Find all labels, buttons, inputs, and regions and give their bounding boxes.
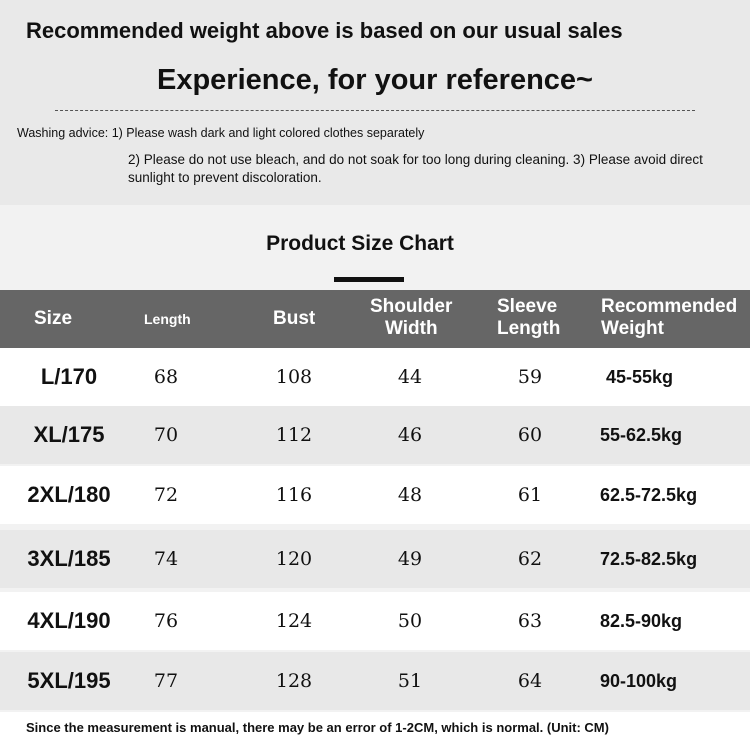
header-weight-line-2: Weight	[601, 318, 664, 339]
cell-bust: 124	[275, 610, 313, 632]
cell-bust: 120	[275, 548, 313, 570]
header-sleeve: Sleeve Length	[497, 296, 560, 340]
cell-size: L/170	[40, 364, 98, 389]
table-row: L/170 68 108 44 59 45-55kg	[0, 348, 750, 406]
cell-sleeve: 60	[517, 424, 543, 446]
header-weight-line-1: Recommended	[601, 296, 738, 317]
cell-bust: 128	[275, 670, 313, 692]
cell-sleeve: 64	[517, 670, 543, 692]
cell-length: 74	[153, 548, 179, 570]
cell-shoulder: 48	[397, 484, 423, 506]
footer-note: Since the measurement is manual, there m…	[26, 720, 609, 735]
cell-weight: 55-62.5kg	[600, 424, 683, 445]
header-sleeve-line-2: Length	[497, 318, 561, 339]
cell-weight: 90-100kg	[600, 670, 678, 691]
cell-bust: 108	[275, 366, 313, 388]
table-row: 5XL/195 77 128 51 64 90-100kg	[0, 652, 750, 710]
chart-title: Product Size Chart	[266, 232, 454, 255]
intro-line-1: Recommended weight above is based on our…	[26, 18, 623, 43]
table-row: 3XL/185 74 120 49 62 72.5-82.5kg	[0, 530, 750, 588]
cell-sleeve: 59	[517, 366, 543, 388]
cell-length: 72	[153, 484, 179, 506]
cell-size: 3XL/185	[27, 546, 111, 571]
cell-length: 70	[153, 424, 179, 446]
washing-advice-line-2: 2) Please do not use bleach, and do not …	[128, 152, 703, 185]
cell-weight: 82.5-90kg	[600, 610, 683, 631]
intro-line-2: Experience, for your reference~	[156, 64, 593, 96]
cell-sleeve: 62	[517, 548, 543, 570]
title-underline	[334, 277, 404, 282]
table-row: 2XL/180 72 116 48 61 62.5-72.5kg	[0, 466, 750, 524]
cell-shoulder: 44	[397, 366, 423, 388]
cell-size: 5XL/195	[27, 668, 111, 693]
header-shoulder-line-1: Shoulder	[370, 296, 453, 317]
cell-bust: 116	[275, 484, 313, 506]
cell-weight: 72.5-82.5kg	[600, 548, 698, 569]
cell-size: 4XL/190	[27, 608, 111, 633]
table-row: XL/175 70 112 46 60 55-62.5kg	[0, 406, 750, 464]
cell-shoulder: 51	[397, 670, 423, 692]
table-header: Size Length Bust Shoulder Width Sleeve L…	[0, 290, 750, 348]
header-sleeve-line-1: Sleeve	[497, 296, 558, 317]
cell-shoulder: 50	[397, 610, 423, 632]
header-weight: Recommended Weight	[601, 296, 737, 340]
cell-length: 68	[153, 366, 179, 388]
cell-size: 2XL/180	[27, 482, 111, 507]
dashed-divider	[55, 110, 695, 111]
cell-shoulder: 49	[397, 548, 423, 570]
cell-weight: 45-55kg	[606, 366, 674, 387]
header-shoulder: Shoulder Width	[370, 296, 452, 340]
intro-panel: Recommended weight above is based on our…	[0, 0, 750, 205]
header-shoulder-line-2: Width	[385, 318, 438, 339]
table-row: 4XL/190 76 124 50 63 82.5-90kg	[0, 592, 750, 650]
cell-size: XL/175	[33, 422, 105, 447]
cell-weight: 62.5-72.5kg	[600, 484, 698, 505]
cell-length: 76	[153, 610, 179, 632]
cell-shoulder: 46	[397, 424, 423, 446]
cell-length: 77	[153, 670, 179, 692]
cell-sleeve: 63	[517, 610, 543, 632]
header-length: Length	[144, 311, 191, 327]
washing-advice-line-1: Washing advice: 1) Please wash dark and …	[17, 126, 425, 140]
cell-bust: 112	[275, 424, 313, 446]
cell-sleeve: 61	[517, 484, 543, 506]
footer: Since the measurement is manual, there m…	[0, 712, 750, 750]
header-bust: Bust	[273, 308, 316, 329]
header-size: Size	[34, 308, 73, 329]
